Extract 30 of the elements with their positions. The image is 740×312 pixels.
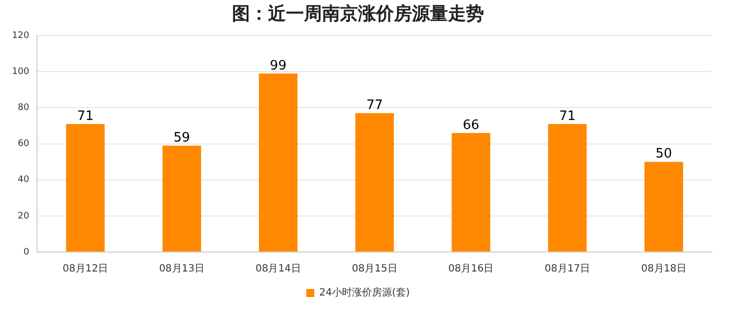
chart-title: 图：近一周南京涨价房源量走势 xyxy=(232,3,484,24)
bar xyxy=(66,124,105,252)
x-tick-label: 08月15日 xyxy=(352,264,398,275)
y-tick-label: 0 xyxy=(23,247,30,258)
bar xyxy=(452,132,490,252)
bar xyxy=(355,113,394,252)
x-tick-label: 08月18日 xyxy=(641,264,687,275)
data-label: 50 xyxy=(656,146,672,162)
y-tick-label: 100 xyxy=(12,67,30,78)
bar xyxy=(162,146,202,252)
y-tick-label: 40 xyxy=(18,175,30,186)
x-tick-label: 08月17日 xyxy=(544,264,590,275)
data-label: 99 xyxy=(270,58,286,74)
y-tick-label: 60 xyxy=(18,139,30,150)
x-tick-label: 08月16日 xyxy=(448,264,494,275)
y-tick-label: 120 xyxy=(12,30,30,41)
x-tick-label: 08月12日 xyxy=(62,264,108,275)
bar xyxy=(548,124,587,252)
data-label: 71 xyxy=(559,108,576,124)
bar xyxy=(644,162,684,252)
y-tick-label: 80 xyxy=(18,103,30,114)
x-tick-label: 08月13日 xyxy=(159,264,205,275)
x-tick-label: 08月14日 xyxy=(255,264,301,275)
data-label: 59 xyxy=(174,130,190,146)
data-label: 77 xyxy=(366,98,383,114)
data-label: 66 xyxy=(462,118,480,133)
legend-label: 24小时涨价房源(套) xyxy=(319,286,410,299)
data-label: 71 xyxy=(77,108,94,124)
y-tick-label: 20 xyxy=(18,211,30,222)
bar xyxy=(258,73,298,252)
